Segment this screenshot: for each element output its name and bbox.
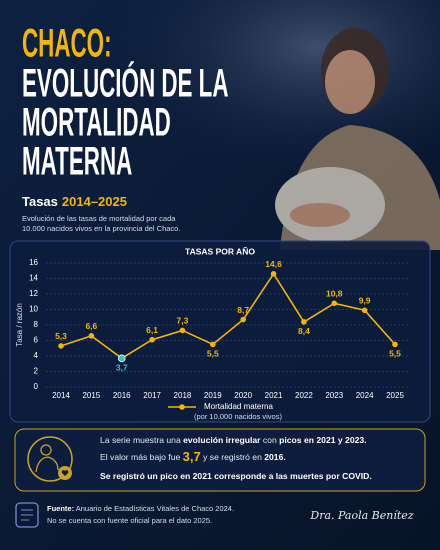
- data-point: [179, 327, 186, 334]
- data-point: [149, 336, 155, 343]
- plot: 0 2 4 6 8 10 12 14 16 2014 2015 2016 2017 2018 2019 202…: [29, 258, 410, 421]
- subtitle-years: 2014–2025: [62, 194, 127, 209]
- value-label: 8,4: [298, 326, 310, 336]
- value-label: 5,3: [55, 331, 67, 341]
- data-point: [58, 343, 64, 349]
- info-segment: con: [261, 435, 280, 445]
- value-label: 8,7: [237, 305, 249, 315]
- y-tick-label: 14: [29, 274, 38, 283]
- description: Evolución de las tasas de mortalidad por…: [22, 214, 176, 223]
- data-point: [361, 307, 368, 314]
- x-tick-label: 2018: [174, 391, 192, 400]
- info-line: El valor más bajo fue 3,7 y se registró …: [100, 449, 286, 464]
- info-text: La serie muestra una evolución irregular…: [100, 435, 372, 481]
- value-label: 3,7: [116, 363, 128, 373]
- data-point: [270, 271, 277, 277]
- legend-subtitle: (por 10.000 nacidos vivos): [194, 412, 282, 421]
- value-label: 5,5: [207, 349, 219, 359]
- data-point: [117, 354, 126, 363]
- x-tick-label: 2014: [52, 391, 70, 400]
- info-icon: [27, 436, 73, 482]
- info-line: La serie muestra una evolución irregular…: [100, 435, 367, 445]
- x-tick-label: 2015: [82, 391, 100, 400]
- x-tick-label: 2021: [265, 391, 283, 400]
- data-point: [240, 316, 246, 323]
- footer-note: No se cuenta con fuente oficial para el …: [47, 516, 212, 525]
- subtitle-label: Tasas: [22, 194, 58, 209]
- title-line: EVOLUCIÓN DE LA: [22, 60, 229, 106]
- value-label: 6,1: [146, 325, 158, 335]
- info-segment: El valor más bajo fue: [100, 452, 183, 462]
- value-label: 6,6: [85, 321, 97, 331]
- footer-source: Fuente: Anuario de Estadísticas Vitales …: [47, 504, 234, 513]
- x-tick-label: 2024: [356, 391, 374, 400]
- x-tick-label: 2016: [113, 391, 131, 400]
- y-tick-label: 2: [34, 367, 39, 376]
- series-line: [60, 272, 396, 360]
- data-point: [392, 341, 398, 348]
- y-tick-label: 4: [34, 351, 39, 360]
- data-point: [301, 319, 307, 325]
- y-tick-label: 8: [34, 320, 39, 329]
- y-tick-label: 0: [34, 382, 39, 391]
- photo-figure: [275, 28, 440, 250]
- source-label: Fuente:: [47, 504, 74, 513]
- x-tick-label: 2020: [234, 391, 252, 400]
- x-tick-label: 2023: [325, 391, 343, 400]
- x-tick-label: 2022: [295, 391, 313, 400]
- value-label: 7,3: [177, 316, 189, 326]
- info-segment: y se registró en: [201, 452, 265, 462]
- y-axis-label: Tasa / razón: [15, 303, 24, 347]
- subtitle: Tasas 2014–2025: [22, 194, 127, 209]
- info-segment: 3,7: [183, 449, 201, 464]
- info-box: [14, 428, 426, 492]
- y-tick-label: 16: [29, 258, 38, 267]
- info-segment: evolución irregular: [183, 435, 261, 445]
- footer-icon: [15, 502, 39, 528]
- legend-label: Mortalidad materna: [204, 402, 273, 411]
- value-label: 5,5: [389, 349, 401, 359]
- chart-title: TASAS POR AÑO: [185, 246, 255, 256]
- y-tick-label: 10: [29, 305, 38, 314]
- info-line: Se registró un pico en 2021 corresponde …: [100, 471, 372, 481]
- info-segment: La serie muestra una: [100, 435, 183, 445]
- title-line: CHACO:: [22, 21, 112, 65]
- x-tick-label: 2025: [386, 391, 404, 400]
- value-label: 14,6: [265, 259, 282, 269]
- source-text: Anuario de Estadísticas Vitales de Chaco…: [74, 504, 234, 513]
- legend-marker: [179, 404, 185, 410]
- title-group: CHACO: EVOLUCIÓN DE LA MORTALIDAD MATERN…: [22, 21, 229, 183]
- data-point: [210, 341, 216, 348]
- data-point: [88, 333, 95, 339]
- value-label: 10,8: [326, 289, 343, 299]
- title-line: MATERNA: [22, 139, 132, 183]
- data-point: [331, 300, 338, 307]
- signature: Dra. Paola Benítez: [309, 509, 413, 522]
- description: 10.000 nacidos vivos en la provincia del…: [22, 224, 180, 233]
- info-segment: 2016.: [264, 452, 286, 462]
- value-label: 9,9: [359, 296, 371, 306]
- info-segment: picos en 2021 y 2023.: [279, 435, 366, 445]
- title-line: MORTALIDAD: [22, 100, 171, 144]
- y-tick-label: 12: [29, 289, 38, 298]
- chart-panel: [9, 240, 431, 423]
- x-tick-label: 2019: [204, 391, 222, 400]
- x-tick-label: 2017: [143, 391, 161, 400]
- y-tick-label: 6: [34, 336, 39, 345]
- info-segment: Se registró un pico en 2021 corresponde …: [100, 471, 372, 481]
